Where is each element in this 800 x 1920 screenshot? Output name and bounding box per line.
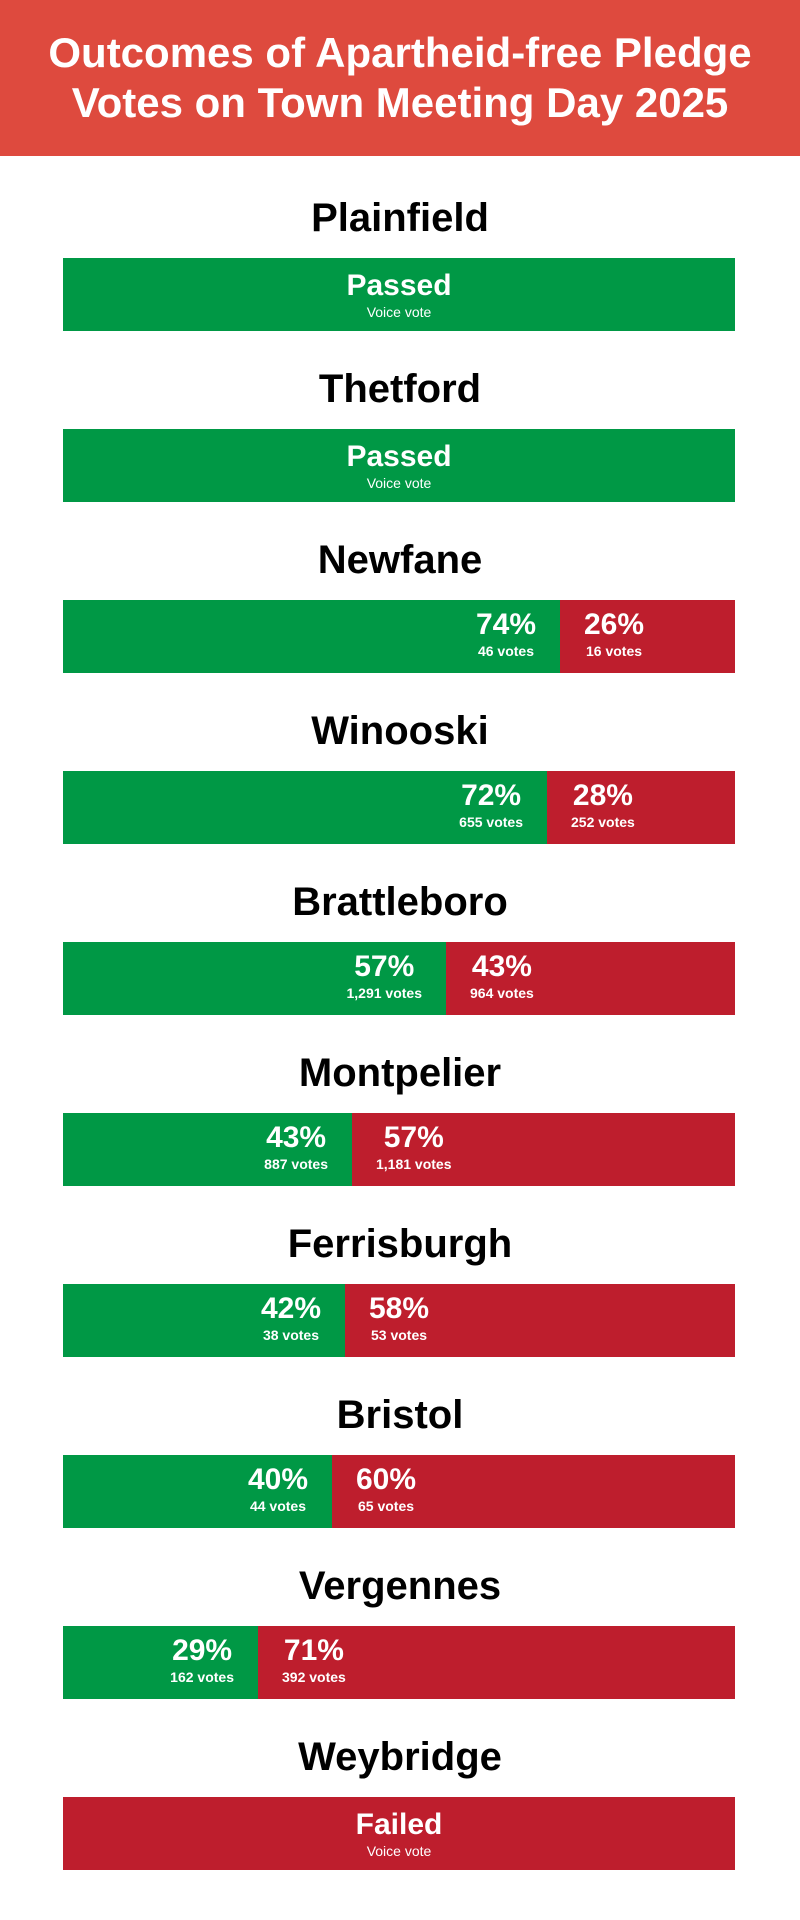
no-label: 58% 53 votes	[369, 1292, 429, 1344]
yes-votes-label: 46 votes	[477, 643, 534, 659]
town-name: Ferrisburgh	[287, 1222, 513, 1266]
yes-label: 29% 162 votes	[170, 1634, 234, 1686]
no-votes-label: 252 votes	[571, 814, 635, 830]
town-block-thetford: Thetford Passed Voice vote	[0, 327, 800, 502]
chart-header: Outcomes of Apartheid-free Pledge Votes …	[0, 0, 800, 156]
no-segment: 43% 964 votes	[446, 942, 735, 1015]
yes-percent-label: 57%	[354, 950, 415, 983]
yes-percent-label: 40%	[247, 1463, 308, 1496]
passed-bar: Passed Voice vote	[63, 258, 735, 331]
yes-percent-label: 74%	[475, 608, 536, 641]
yes-label: 40% 44 votes	[248, 1463, 308, 1515]
yes-segment: 42% 38 votes	[63, 1284, 345, 1357]
no-label: 57% 1,181 votes	[376, 1121, 452, 1173]
no-segment: 26% 16 votes	[560, 600, 735, 673]
town-block-brattleboro: Brattleboro 57% 1,291 votes 43% 964 votes	[0, 840, 800, 1015]
result-bar: 40% 44 votes 60% 65 votes	[63, 1455, 735, 1528]
yes-label: 43% 887 votes	[264, 1121, 328, 1173]
yes-segment: 57% 1,291 votes	[63, 942, 446, 1015]
result-bar: 74% 46 votes 26% 16 votes	[63, 600, 735, 673]
yes-percent-label: 43%	[266, 1121, 327, 1154]
town-block-weybridge: Weybridge Failed Voice vote	[0, 1695, 800, 1870]
town-name: Montpelier	[298, 1051, 502, 1095]
town-name: Bristol	[336, 1393, 464, 1437]
no-segment: 58% 53 votes	[345, 1284, 735, 1357]
result-bar: 42% 38 votes 58% 53 votes	[63, 1284, 735, 1357]
result-bar: Passed Voice vote	[63, 429, 735, 502]
yes-votes-label: 887 votes	[264, 1156, 328, 1172]
town-block-vergennes: Vergennes 29% 162 votes 71% 392 votes	[0, 1524, 800, 1699]
yes-votes-label: 38 votes	[262, 1327, 319, 1343]
result-bar: Passed Voice vote	[63, 258, 735, 331]
no-votes-label: 392 votes	[282, 1669, 346, 1685]
town-block-winooski: Winooski 72% 655 votes 28% 252 votes	[0, 669, 800, 844]
result-bar: Failed Voice vote	[63, 1797, 735, 1870]
no-votes-label: 1,181 votes	[376, 1156, 452, 1172]
no-label: 60% 65 votes	[356, 1463, 416, 1515]
town-block-bristol: Bristol 40% 44 votes 60% 65 votes	[0, 1353, 800, 1528]
yes-segment: 72% 655 votes	[63, 771, 547, 844]
yes-votes-label: 44 votes	[249, 1498, 306, 1514]
no-percent-label: 43%	[471, 950, 532, 983]
town-block-plainfield: Plainfield Passed Voice vote	[0, 156, 800, 331]
no-percent-label: 28%	[572, 779, 633, 812]
no-votes-label: 53 votes	[371, 1327, 428, 1343]
outcome-label: Passed	[346, 439, 452, 473]
no-votes-label: 16 votes	[586, 643, 643, 659]
no-label: 28% 252 votes	[571, 779, 635, 831]
yes-percent-label: 42%	[260, 1292, 321, 1325]
yes-label: 42% 38 votes	[261, 1292, 321, 1344]
no-percent-label: 60%	[356, 1463, 417, 1496]
result-bar: 72% 655 votes 28% 252 votes	[63, 771, 735, 844]
vote-method-label: Voice vote	[366, 303, 432, 320]
yes-segment: 74% 46 votes	[63, 600, 560, 673]
chart-title-line-2: Votes on Town Meeting Day 2025	[71, 79, 729, 126]
town-name: Weybridge	[298, 1735, 502, 1779]
yes-percent-label: 29%	[172, 1634, 233, 1667]
no-percent-label: 71%	[283, 1634, 344, 1667]
no-label: 71% 392 votes	[282, 1634, 346, 1686]
town-name: Newfane	[317, 538, 483, 582]
outcome-label: Passed	[346, 268, 452, 302]
town-name: Brattleboro	[292, 880, 508, 924]
vote-method-label: Voice vote	[366, 474, 432, 491]
result-bar: 57% 1,291 votes 43% 964 votes	[63, 942, 735, 1015]
yes-label: 74% 46 votes	[476, 608, 536, 660]
town-block-ferrisburgh: Ferrisburgh 42% 38 votes 58% 53 votes	[0, 1182, 800, 1357]
passed-bar: Passed Voice vote	[63, 429, 735, 502]
yes-segment: 29% 162 votes	[63, 1626, 258, 1699]
no-segment: 28% 252 votes	[547, 771, 735, 844]
yes-label: 72% 655 votes	[459, 779, 523, 831]
no-percent-label: 58%	[369, 1292, 430, 1325]
town-name: Thetford	[318, 367, 482, 411]
yes-segment: 43% 887 votes	[63, 1113, 352, 1186]
yes-votes-label: 655 votes	[459, 814, 523, 830]
no-percent-label: 57%	[383, 1121, 444, 1154]
vote-method-label: Voice vote	[366, 1842, 432, 1859]
town-name: Winooski	[311, 709, 489, 753]
yes-segment: 40% 44 votes	[63, 1455, 332, 1528]
result-bar: 43% 887 votes 57% 1,181 votes	[63, 1113, 735, 1186]
failed-bar: Failed Voice vote	[63, 1797, 735, 1870]
yes-label: 57% 1,291 votes	[347, 950, 423, 1002]
no-percent-label: 26%	[584, 608, 645, 641]
no-segment: 57% 1,181 votes	[352, 1113, 735, 1186]
town-block-newfane: Newfane 74% 46 votes 26% 16 votes	[0, 498, 800, 673]
town-block-montpelier: Montpelier 43% 887 votes 57% 1,181 votes	[0, 1011, 800, 1186]
no-votes-label: 964 votes	[470, 985, 534, 1001]
town-name: Plainfield	[311, 196, 489, 240]
yes-percent-label: 72%	[461, 779, 522, 812]
no-label: 43% 964 votes	[470, 950, 534, 1002]
no-segment: 71% 392 votes	[258, 1626, 735, 1699]
yes-votes-label: 1,291 votes	[346, 985, 423, 1001]
outcome-label: Failed	[355, 1807, 443, 1841]
result-bar: 29% 162 votes 71% 392 votes	[63, 1626, 735, 1699]
yes-votes-label: 162 votes	[170, 1669, 234, 1685]
no-votes-label: 65 votes	[358, 1498, 415, 1514]
chart-title-line-1: Outcomes of Apartheid-free Pledge	[48, 29, 752, 76]
no-segment: 60% 65 votes	[332, 1455, 735, 1528]
town-name: Vergennes	[298, 1564, 502, 1608]
no-label: 26% 16 votes	[584, 608, 644, 660]
